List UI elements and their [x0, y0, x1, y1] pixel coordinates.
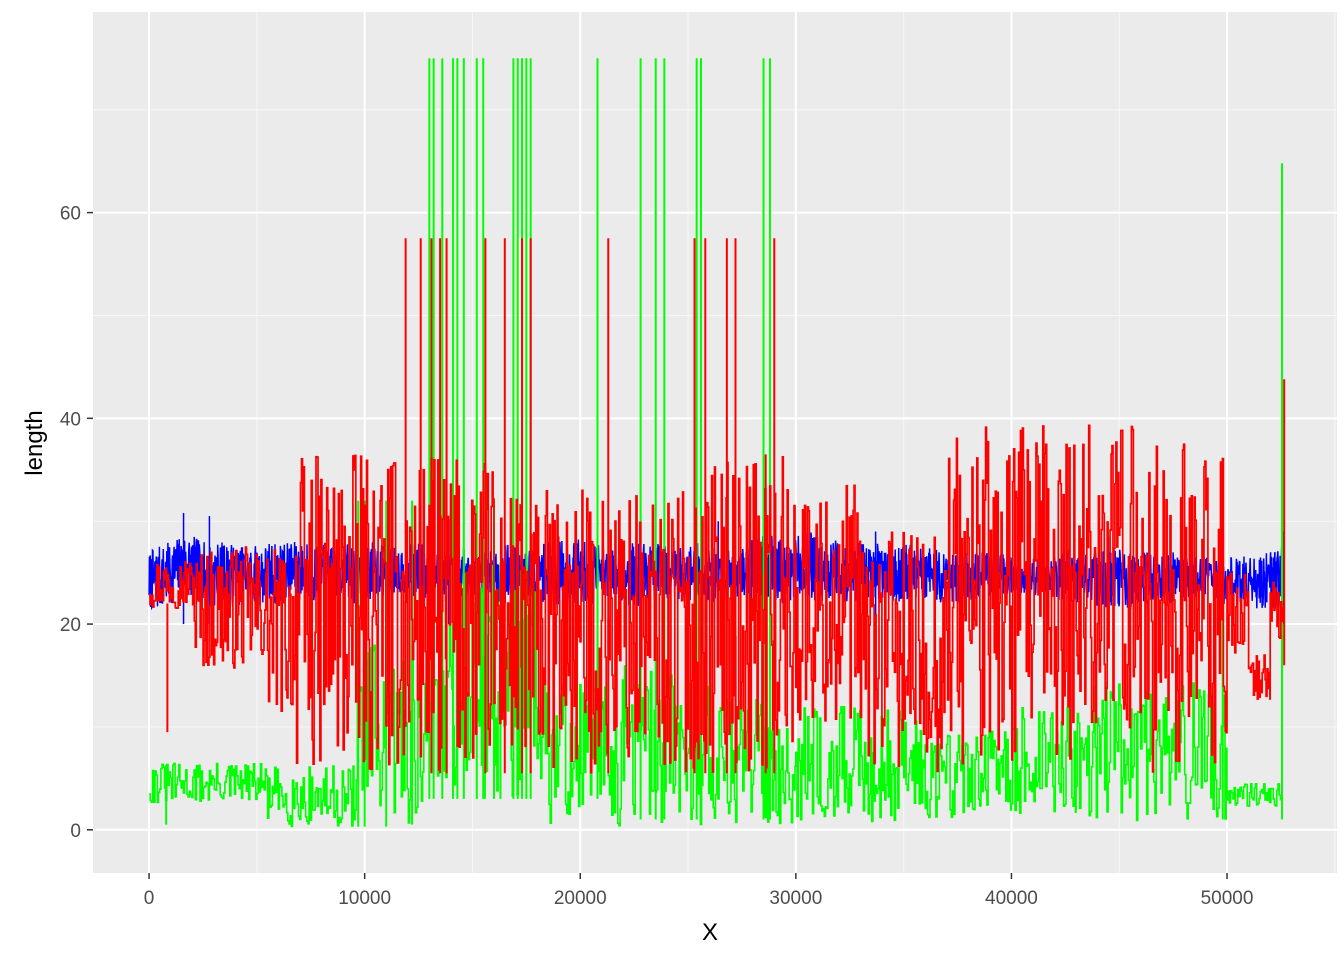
x-tick-label: 0: [144, 888, 155, 909]
y-tick-label: 40: [60, 409, 81, 430]
series-red-line: [149, 424, 1284, 774]
axes: 0 10000 20000 30000 40000 50000 0 20 40 60: [60, 204, 1254, 909]
y-axis-title: length: [21, 410, 48, 475]
x-tick-label: 20000: [554, 888, 607, 909]
x-axis-title: X: [702, 919, 718, 946]
series-layer: [148, 58, 1286, 828]
y-tick-label: 60: [60, 204, 81, 225]
plot-panel: [93, 12, 1337, 873]
x-tick-label: 50000: [1201, 888, 1254, 909]
series-green-line: [149, 564, 1282, 828]
x-tick-label: 10000: [338, 888, 391, 909]
y-tick-label: 0: [70, 821, 81, 842]
x-tick-label: 30000: [769, 888, 822, 909]
x-tick-label: 40000: [985, 888, 1038, 909]
y-tick-label: 20: [60, 615, 81, 636]
